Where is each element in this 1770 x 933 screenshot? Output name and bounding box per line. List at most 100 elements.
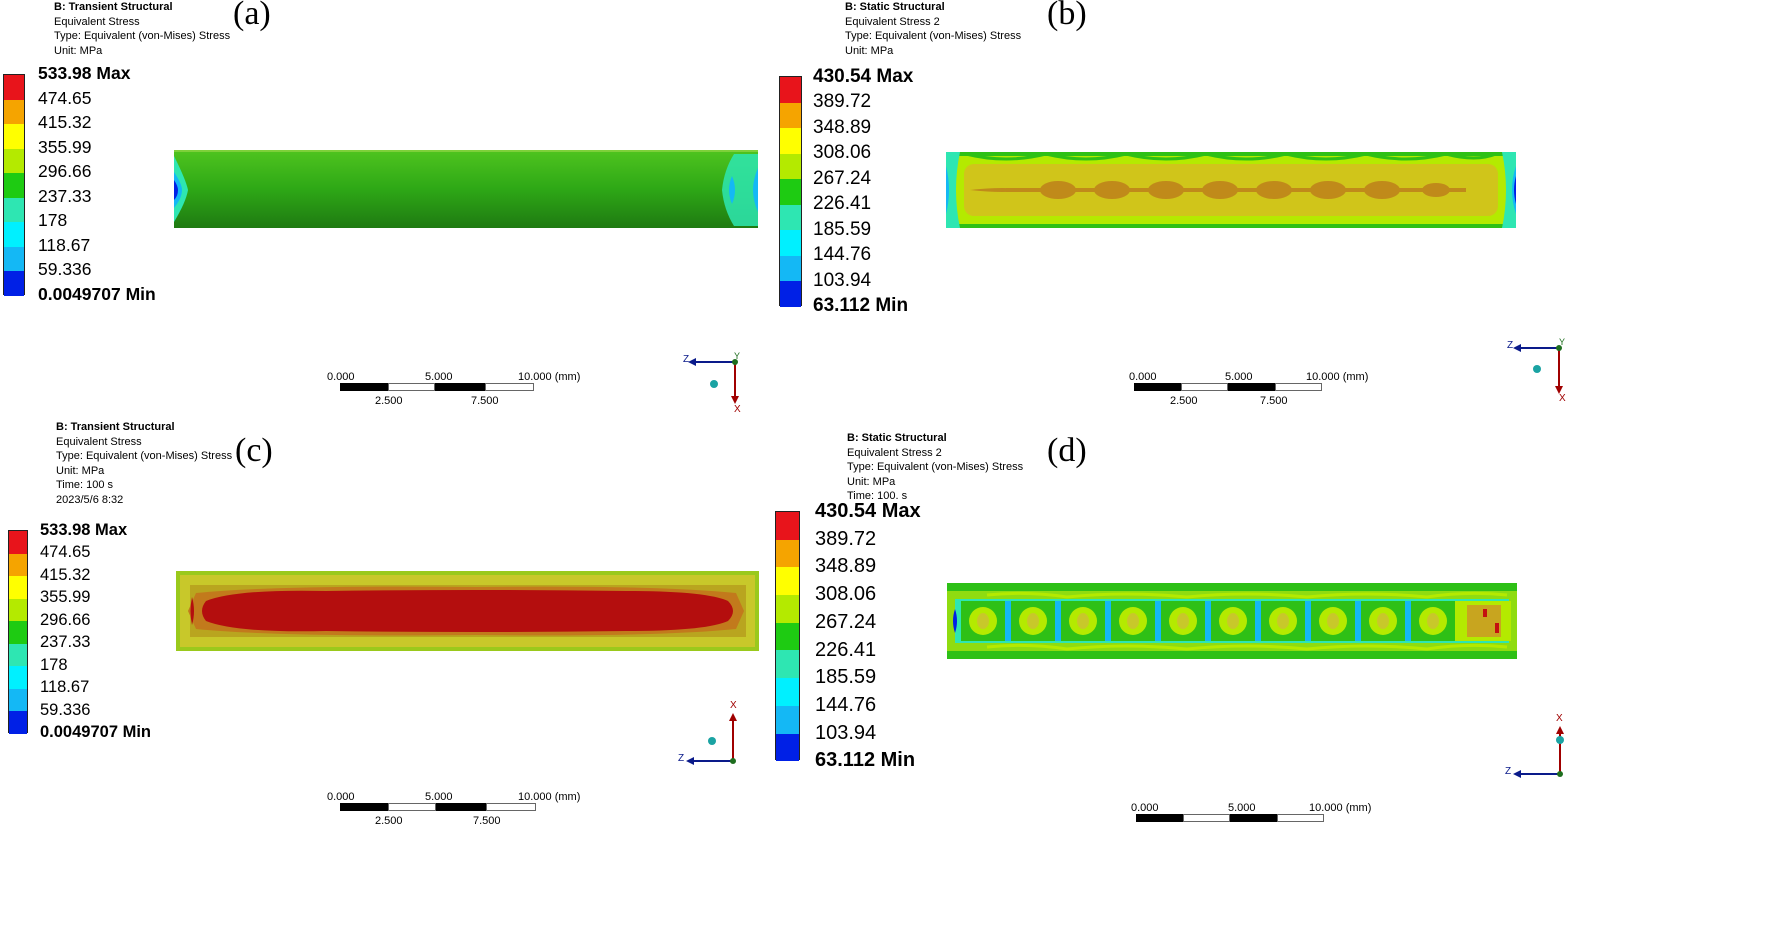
legend-color-band: [4, 197, 24, 222]
legend-value-label: 355.99: [40, 588, 91, 607]
scale-tick-label: 0.000: [1129, 371, 1157, 383]
axis-label-y: Y: [1559, 337, 1566, 347]
legend-min-label: 63.112 Min: [815, 749, 916, 772]
legend-color-band: [9, 621, 27, 644]
header-line: Type: Equivalent (von-Mises) Stress: [54, 30, 231, 42]
legend-color-band: [9, 576, 27, 599]
legend-value-label: 103.94: [813, 269, 872, 291]
legend-color-band: [9, 553, 27, 576]
scale-segment: [388, 803, 436, 811]
header-line: Unit: MPa: [56, 464, 105, 477]
legend-color-band: [776, 512, 799, 540]
header-line: Type: Equivalent (von-Mises) Stress: [847, 461, 1024, 473]
legend-value-label: 103.94: [815, 721, 877, 744]
axis-label-z: Z: [1505, 766, 1512, 777]
scale-tick-label: 10.000 (mm): [1309, 802, 1372, 814]
legend-value-label: 348.89: [813, 116, 872, 138]
legend-min-label: 63.112 Min: [813, 295, 909, 316]
legend-color-band: [776, 705, 799, 734]
legend-color-band: [9, 666, 27, 689]
legend-value-label: 474.65: [40, 543, 91, 562]
legend-value-label: 118.67: [38, 234, 91, 255]
legend-value-label: 185.59: [815, 666, 877, 689]
legend-color-band: [4, 246, 24, 271]
axis-label-x: X: [730, 700, 737, 711]
legend-value-label: 185.59: [813, 218, 872, 240]
legend-value-label: 355.99: [38, 136, 92, 157]
panel-label: (a): [233, 0, 271, 32]
header-line: B: Transient Structural: [54, 1, 173, 13]
legend-value-label: 178: [40, 655, 68, 674]
legend-value-label: 296.66: [40, 610, 91, 629]
legend-value-label: 144.76: [815, 693, 877, 716]
result-header: B: Static Structural Equivalent Stress 2…: [845, 0, 1021, 58]
axis-label-z: Z: [1507, 340, 1514, 351]
header-line: Equivalent Stress 2: [845, 15, 940, 28]
legend-max-label: 430.54 Max: [815, 500, 921, 522]
legend-value-label: 296.66: [38, 161, 92, 182]
header-line: Time: 100. s: [847, 490, 908, 502]
legend-color-band: [780, 255, 801, 281]
triad-svg: [1513, 726, 1564, 778]
legend-value-label: 308.06: [813, 142, 872, 163]
panel-a: B: Transient Structural Equivalent Stres…: [0, 0, 885, 466]
triad-svg: [1513, 344, 1563, 394]
contour-plot-svg: [174, 150, 758, 228]
header-line: Equivalent Stress: [54, 15, 140, 28]
scale-segment: [340, 803, 388, 811]
header-line: Type: Equivalent (von-Mises) Stress: [845, 30, 1022, 42]
scale-segment: [1181, 383, 1228, 391]
legend-color-band: [780, 179, 801, 205]
scale-bar: 0.000 5.000 10.000 (mm): [1131, 802, 1371, 842]
legend-color-band: [780, 128, 801, 154]
panel-d: B: Static Structural Equivalent Stress 2…: [775, 432, 1770, 933]
legend-value-label: 237.33: [38, 185, 92, 206]
axis-label-z: Z: [678, 753, 685, 764]
panel-label: (d): [1047, 432, 1087, 469]
legend-value-label: 59.336: [38, 259, 92, 280]
stress-contour-model: [174, 150, 758, 230]
axis-triad: Z Y X: [1507, 338, 1577, 408]
scale-tick-label: 0.000: [1131, 802, 1159, 814]
legend-min-label: 0.0049707 Min: [40, 723, 151, 742]
scale-bar: 0.000 5.000 10.000 (mm) 2.500 7.500: [327, 371, 580, 411]
legend-color-band: [9, 688, 27, 711]
scale-segment: [1183, 814, 1230, 822]
scale-tick-label: 10.000 (mm): [518, 371, 581, 383]
header-line: Type: Equivalent (von-Mises) Stress: [56, 450, 233, 462]
scale-segment: [486, 803, 536, 811]
stress-contour-model: [946, 152, 1516, 228]
legend-color-bar: [779, 76, 802, 307]
scale-tick-label: 0.000: [327, 791, 355, 803]
scale-tick-label: 2.500: [375, 815, 403, 827]
scale-segment: [436, 803, 486, 811]
legend-max-label: 533.98 Max: [38, 63, 131, 84]
scale-segment: [485, 383, 534, 391]
scale-bar: 0.000 5.000 10.000 (mm) 2.500 7.500: [1129, 371, 1368, 411]
legend-value-label: 226.41: [815, 638, 877, 661]
legend-value-label: 178: [38, 210, 68, 231]
legend-value-label: 308.06: [815, 583, 877, 606]
legend-max-label: 430.54 Max: [813, 65, 914, 87]
contour-plot-svg: [176, 571, 759, 651]
header-line: B: Transient Structural: [56, 421, 175, 433]
legend-color-band: [776, 733, 799, 762]
result-header: B: Transient Structural Equivalent Stres…: [56, 420, 232, 507]
result-header: B: Transient Structural Equivalent Stres…: [54, 0, 230, 58]
scale-tick-label: 2.500: [375, 395, 403, 407]
scale-tick-label: 0.000: [327, 371, 355, 383]
legend-color-band: [4, 75, 24, 100]
scale-tick-label: 10.000 (mm): [518, 791, 581, 803]
scale-segment: [1136, 814, 1183, 822]
legend-color-band: [4, 148, 24, 173]
header-line: Unit: MPa: [845, 44, 894, 57]
triad-svg: [686, 713, 737, 765]
legend-value-label: 474.65: [38, 87, 92, 108]
panel-c: B: Transient Structural Equivalent Stres…: [0, 421, 885, 933]
cell-row: [961, 601, 1455, 641]
scale-tick-label: 10.000 (mm): [1306, 371, 1369, 383]
legend-color-band: [4, 124, 24, 149]
legend-color-band: [776, 650, 799, 679]
scale-tick-label: 2.500: [1170, 395, 1198, 407]
header-line: B: Static Structural: [845, 1, 945, 13]
